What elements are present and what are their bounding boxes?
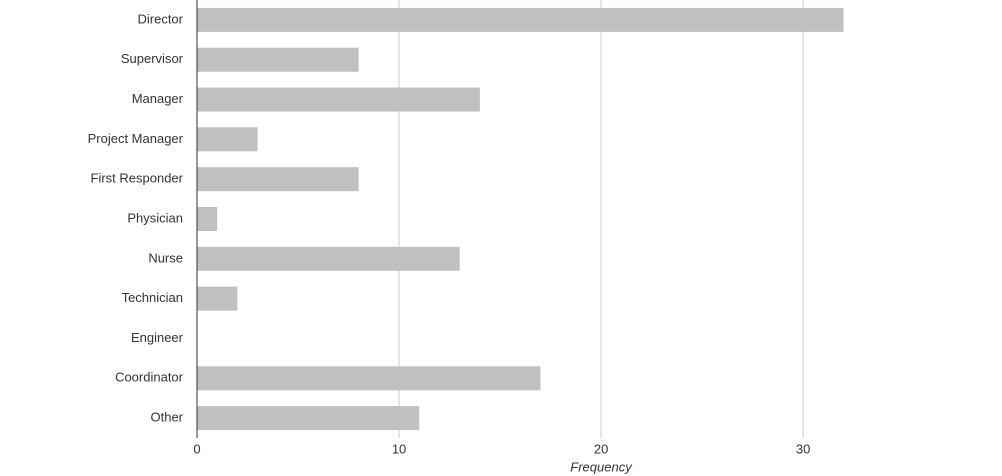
y-tick-label: Technician — [122, 290, 183, 305]
bar — [197, 87, 480, 112]
y-tick-label: Project Manager — [88, 131, 184, 146]
y-tick-label: Nurse — [148, 250, 183, 265]
y-tick-label: Coordinator — [115, 370, 184, 385]
bar — [197, 167, 359, 192]
bar — [197, 406, 420, 431]
bar — [197, 366, 541, 391]
bar — [197, 47, 359, 72]
y-tick-label: Director — [137, 11, 183, 26]
y-tick-label: Supervisor — [121, 51, 184, 66]
y-tick-label: First Responder — [91, 171, 184, 186]
bar — [197, 207, 218, 231]
x-axis-title: Frequency — [570, 459, 633, 474]
y-tick-label: Engineer — [131, 330, 184, 345]
x-tick-label: 10 — [392, 441, 406, 456]
x-tick-label: 20 — [594, 441, 608, 456]
bar — [197, 286, 238, 311]
x-tick-label: 30 — [796, 441, 810, 456]
bar — [197, 127, 258, 152]
y-tick-label: Manager — [132, 91, 184, 106]
bar — [197, 7, 844, 32]
y-tick-label: Other — [150, 410, 183, 425]
bar — [197, 246, 460, 271]
x-tick-label: 0 — [193, 441, 200, 456]
y-tick-label: Physician — [127, 210, 183, 225]
